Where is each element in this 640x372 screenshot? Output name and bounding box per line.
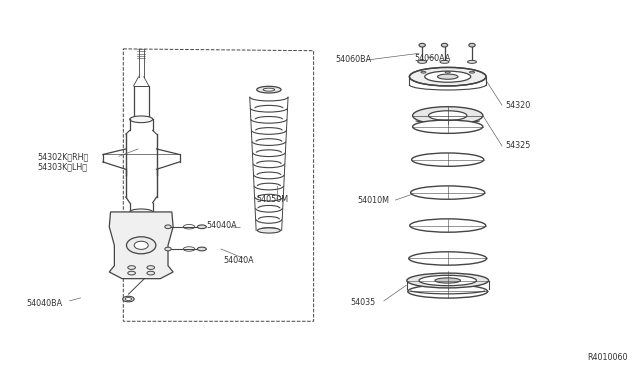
- Ellipse shape: [409, 252, 486, 265]
- Ellipse shape: [147, 266, 155, 269]
- Ellipse shape: [257, 86, 281, 93]
- Text: 54050M: 54050M: [256, 195, 288, 204]
- Text: 54040BA: 54040BA: [26, 299, 62, 308]
- Ellipse shape: [147, 271, 155, 275]
- Ellipse shape: [421, 71, 426, 73]
- Ellipse shape: [467, 60, 476, 63]
- Ellipse shape: [411, 186, 484, 199]
- Ellipse shape: [435, 278, 461, 283]
- Text: 54302K〈RH〉: 54302K〈RH〉: [38, 153, 89, 161]
- Text: 54303K〈LH〉: 54303K〈LH〉: [38, 162, 88, 171]
- Text: 54320: 54320: [505, 101, 531, 110]
- Ellipse shape: [410, 219, 486, 232]
- Ellipse shape: [263, 88, 275, 91]
- Polygon shape: [109, 212, 173, 279]
- Ellipse shape: [165, 225, 172, 229]
- Ellipse shape: [429, 111, 467, 121]
- Ellipse shape: [413, 120, 483, 134]
- Text: 54040A: 54040A: [206, 221, 237, 230]
- Ellipse shape: [127, 237, 156, 254]
- Ellipse shape: [425, 71, 470, 82]
- Text: 54035: 54035: [351, 298, 376, 307]
- Ellipse shape: [123, 296, 134, 302]
- Text: 54010M: 54010M: [357, 196, 389, 205]
- Ellipse shape: [130, 116, 153, 123]
- Ellipse shape: [440, 60, 449, 63]
- Ellipse shape: [419, 275, 476, 286]
- Ellipse shape: [419, 43, 426, 47]
- Ellipse shape: [130, 209, 153, 215]
- Ellipse shape: [408, 285, 488, 298]
- Text: 54060BA: 54060BA: [335, 55, 371, 64]
- Text: 54325: 54325: [505, 141, 531, 151]
- Ellipse shape: [165, 247, 172, 251]
- Ellipse shape: [197, 247, 206, 251]
- Ellipse shape: [413, 107, 483, 125]
- Ellipse shape: [407, 273, 488, 288]
- Text: R4010060: R4010060: [588, 353, 628, 362]
- Ellipse shape: [410, 67, 486, 86]
- Ellipse shape: [128, 266, 136, 269]
- Ellipse shape: [257, 228, 280, 233]
- Ellipse shape: [438, 74, 458, 79]
- Ellipse shape: [442, 43, 448, 47]
- Ellipse shape: [412, 153, 484, 166]
- Text: 54040A: 54040A: [223, 256, 253, 265]
- Ellipse shape: [418, 60, 427, 63]
- Ellipse shape: [134, 241, 148, 249]
- Ellipse shape: [469, 71, 474, 73]
- Ellipse shape: [125, 298, 132, 301]
- Ellipse shape: [468, 43, 475, 47]
- Ellipse shape: [128, 271, 136, 275]
- Text: 54060AA: 54060AA: [415, 54, 451, 62]
- Ellipse shape: [197, 225, 206, 229]
- Ellipse shape: [445, 71, 451, 73]
